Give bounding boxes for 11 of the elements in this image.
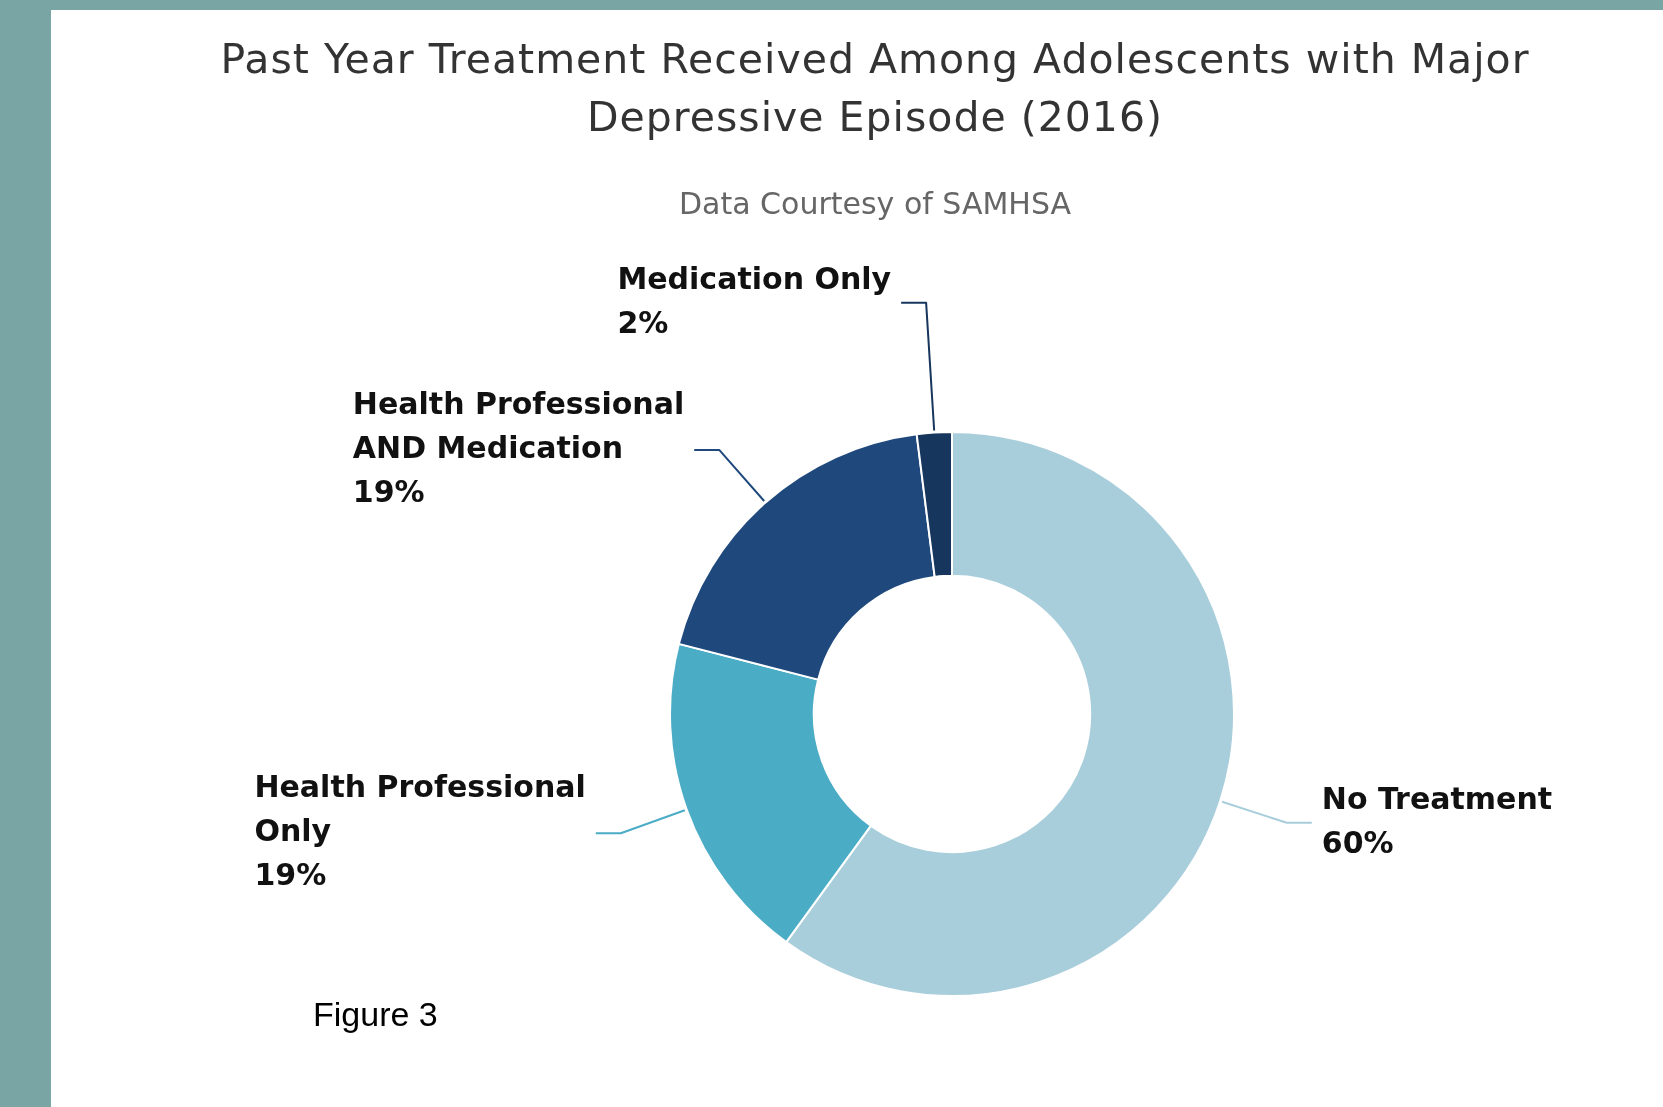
slice-label: Health Professional Only — [254, 769, 586, 849]
slice-label: No Treatment — [1321, 780, 1553, 816]
chart-title: Past Year Treatment Received Among Adolescents with Major Depressive Episode (2016) — [219, 34, 1531, 143]
data-label: 60% — [1321, 824, 1394, 860]
data-label: 19% — [254, 857, 327, 893]
data-label: 19% — [352, 473, 425, 509]
caption: Figure 3 — [313, 995, 438, 1034]
slice-label: Medication Only — [617, 260, 892, 296]
data-label: 2% — [617, 304, 669, 340]
slice-label: Health Professional AND Medication — [352, 385, 685, 465]
chart-subtitle: Data Courtesy of SAMHSA — [677, 186, 1073, 221]
